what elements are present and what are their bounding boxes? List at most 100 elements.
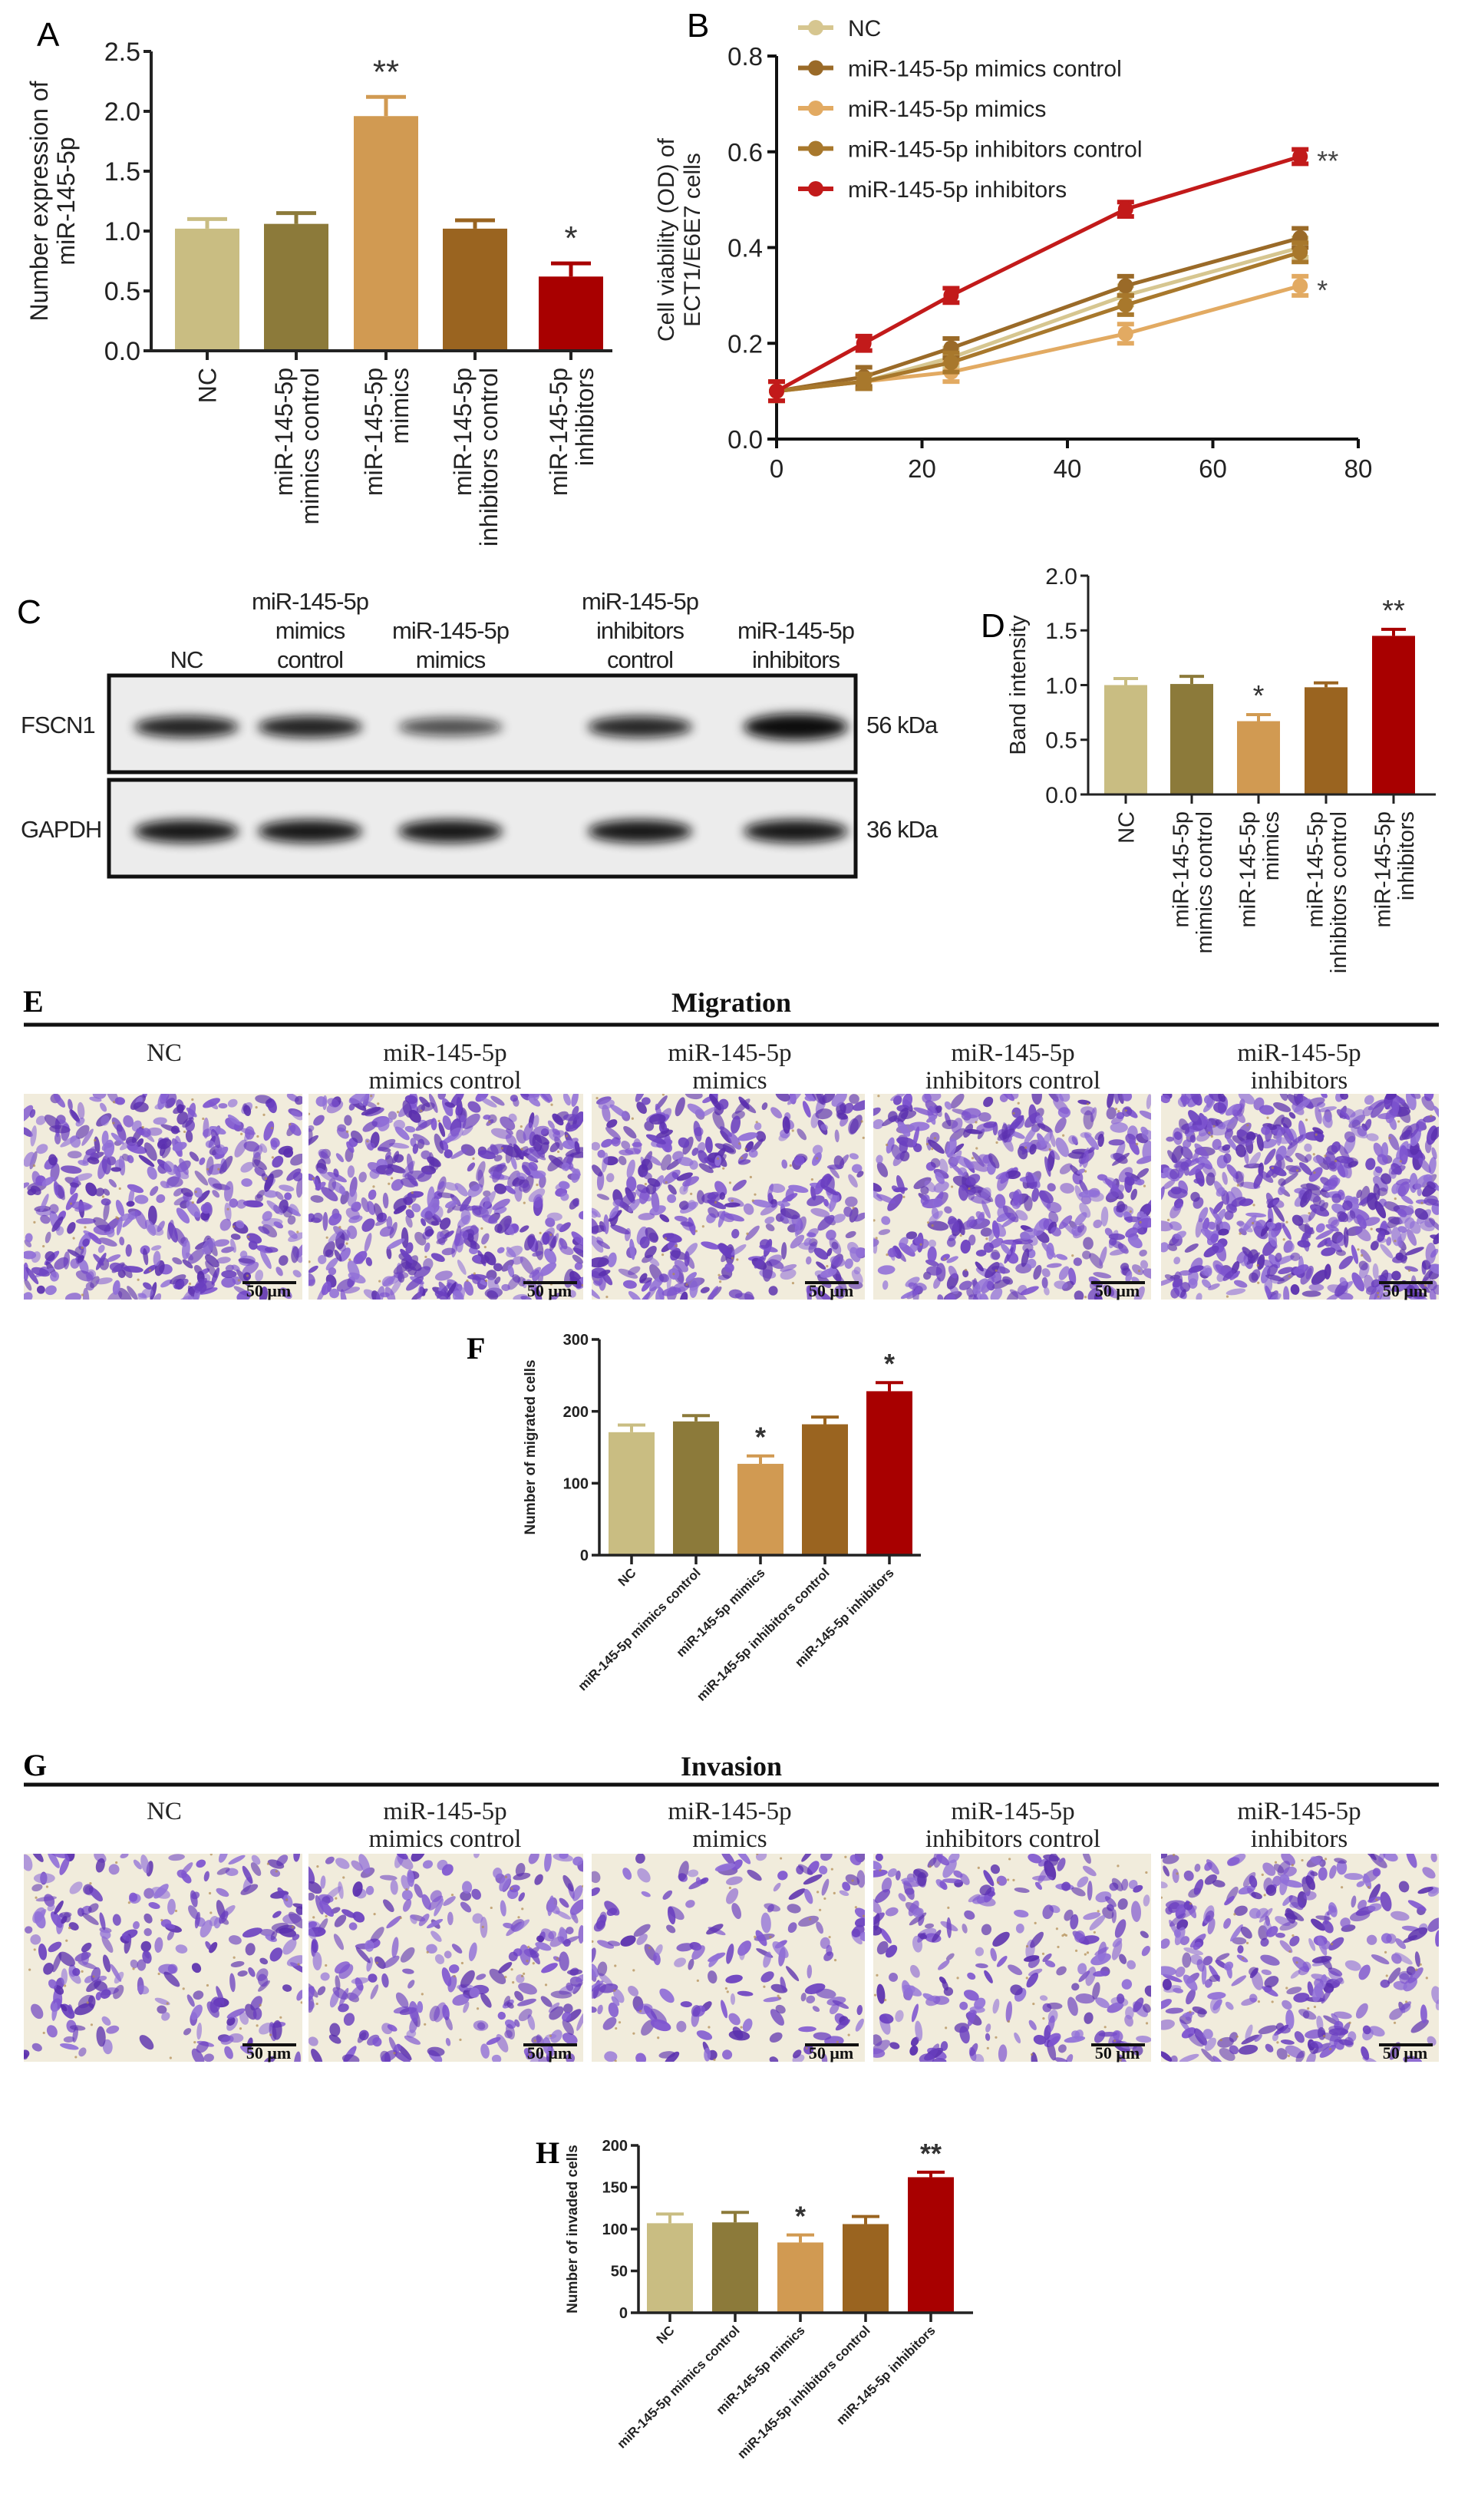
cell bbox=[1082, 1854, 1091, 1864]
cell bbox=[1139, 1110, 1151, 1121]
cell bbox=[279, 1184, 295, 1192]
cell bbox=[1056, 1966, 1067, 1976]
cell bbox=[1373, 1142, 1384, 1158]
cell bbox=[1261, 1125, 1271, 1135]
cell bbox=[406, 1153, 414, 1174]
cell bbox=[295, 1095, 302, 1105]
cell bbox=[714, 1181, 727, 1196]
legend-label-0: NC bbox=[848, 16, 881, 41]
pore bbox=[614, 2059, 617, 2062]
cell bbox=[341, 1909, 356, 1918]
cell bbox=[1293, 1993, 1310, 2003]
cell bbox=[278, 1145, 293, 1155]
cell bbox=[236, 1199, 247, 1209]
pore bbox=[876, 1973, 879, 1977]
cell bbox=[1074, 1290, 1084, 1300]
pore bbox=[520, 1974, 524, 1978]
cell bbox=[559, 1897, 569, 1908]
cell bbox=[434, 1290, 449, 1300]
cell bbox=[678, 1861, 689, 1881]
pore bbox=[696, 1979, 699, 1982]
pore bbox=[118, 1187, 121, 1191]
pore bbox=[1357, 1248, 1360, 1251]
cells bbox=[1161, 1854, 1439, 2062]
cell bbox=[153, 1117, 167, 1125]
cell bbox=[655, 1944, 663, 1957]
pore bbox=[1139, 1220, 1142, 1224]
pore bbox=[805, 2046, 808, 2049]
pore bbox=[237, 1279, 240, 1282]
lane-label: miR-145-5p bbox=[392, 617, 509, 644]
pore bbox=[808, 1917, 812, 1921]
cell bbox=[1107, 1184, 1125, 1200]
cell bbox=[1136, 1179, 1145, 1186]
pore bbox=[377, 1102, 380, 1105]
cell bbox=[153, 1884, 169, 1899]
pore bbox=[1419, 1963, 1422, 1966]
cell bbox=[912, 1907, 924, 1917]
cell bbox=[1231, 1187, 1243, 1201]
y-tick-label: 0.5 bbox=[104, 277, 140, 306]
pore bbox=[1257, 2000, 1261, 2003]
pore bbox=[1103, 2026, 1107, 2029]
cell bbox=[721, 2000, 728, 2019]
cell bbox=[533, 1115, 539, 1128]
pore bbox=[127, 1901, 130, 1904]
cell bbox=[45, 1231, 51, 1243]
cell bbox=[513, 1872, 531, 1881]
cell bbox=[321, 1187, 338, 1202]
cell bbox=[596, 1240, 611, 1250]
y-axis-label: Band intensity bbox=[1006, 615, 1031, 755]
pore bbox=[1385, 1974, 1388, 1977]
pore bbox=[533, 2039, 536, 2043]
cell bbox=[180, 1187, 193, 1197]
cell bbox=[1077, 1876, 1089, 1888]
cell bbox=[133, 1101, 149, 1112]
cell bbox=[106, 2025, 120, 2034]
pore bbox=[1113, 2039, 1117, 2043]
cell bbox=[1136, 1168, 1150, 1178]
cell bbox=[592, 1210, 598, 1218]
cell bbox=[1322, 1920, 1334, 1934]
cell bbox=[1111, 1152, 1130, 1166]
cell bbox=[1121, 1878, 1129, 1891]
cell bbox=[1275, 1932, 1285, 1938]
cell bbox=[63, 2036, 75, 2043]
cell bbox=[851, 1928, 860, 1937]
cell bbox=[1163, 1179, 1176, 1190]
cell bbox=[1140, 1260, 1149, 1270]
pore bbox=[722, 1167, 725, 1170]
cell bbox=[219, 1155, 233, 1174]
cell bbox=[626, 1159, 635, 1179]
cell bbox=[1238, 2044, 1259, 2055]
cell bbox=[1374, 1286, 1384, 1300]
cell bbox=[1212, 2056, 1225, 2062]
cell bbox=[224, 2046, 233, 2059]
cell bbox=[460, 1970, 475, 1988]
cell bbox=[544, 1248, 557, 1264]
cell bbox=[1213, 1102, 1227, 1114]
y-tick-label: 200 bbox=[602, 2138, 628, 2155]
cell bbox=[1068, 1134, 1078, 1145]
x-tick-label-line: miR-145-5p bbox=[1371, 811, 1396, 928]
cell bbox=[887, 1868, 897, 1878]
cell bbox=[688, 1958, 694, 1970]
cell bbox=[438, 1122, 446, 1138]
data-point bbox=[1117, 325, 1133, 342]
cell bbox=[85, 1182, 97, 1197]
cell bbox=[48, 1941, 62, 1953]
cell bbox=[460, 1195, 472, 1212]
cell bbox=[239, 1250, 248, 1259]
cell bbox=[233, 1286, 250, 1296]
pore bbox=[391, 1177, 394, 1180]
cell bbox=[1372, 1263, 1379, 1280]
pore bbox=[372, 1185, 375, 1188]
cell bbox=[427, 2046, 445, 2056]
cell bbox=[1207, 1918, 1216, 1934]
cell bbox=[914, 1236, 923, 1246]
cell bbox=[707, 1199, 727, 1210]
cell bbox=[338, 2003, 349, 2013]
cell bbox=[444, 1950, 452, 1959]
cell bbox=[1071, 1887, 1086, 1897]
y-axis-label: Number expression ofmiR-145-5p bbox=[25, 81, 80, 321]
